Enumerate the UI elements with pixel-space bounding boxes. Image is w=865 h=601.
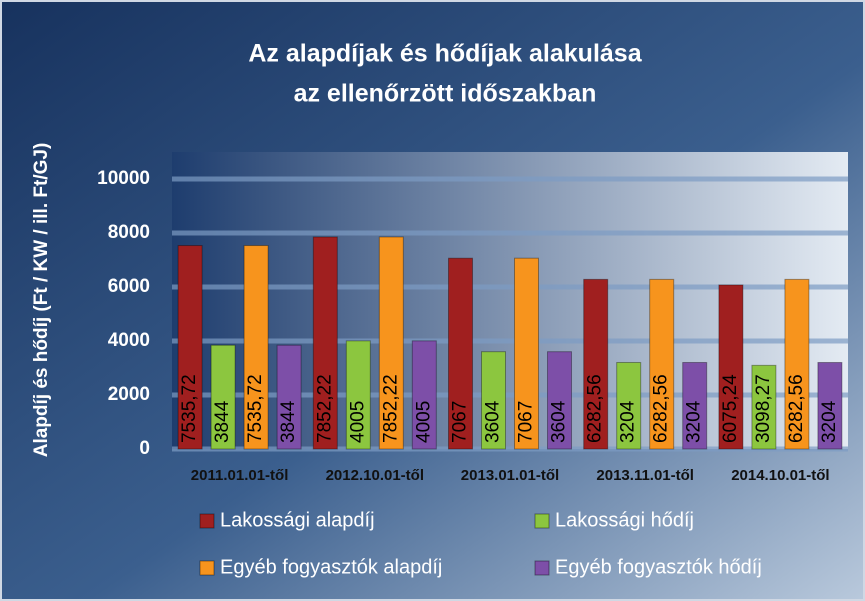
data-label: 4005 [413,401,434,443]
plot-area [172,152,848,449]
legend-marker [534,513,550,529]
legend-marker [199,560,215,576]
bar [514,257,539,450]
data-label: 3204 [618,400,639,443]
x-tick-label: 2013.11.01-től [596,467,694,484]
data-label: 6282,56 [651,374,672,443]
y-tick-label: 2000 [108,384,150,405]
bar [411,340,437,450]
data-label: 7067 [450,401,471,443]
y-tick-label: 10000 [97,168,150,189]
x-tick-label: 2013.01.01-től [461,467,559,484]
chart-title: Az alapdíjak és hődíjak alakulása [248,40,642,68]
data-label: 3204 [684,400,705,443]
data-label: 6282,56 [786,374,807,443]
bar [378,236,404,450]
bar [481,351,506,450]
data-label: 3604 [549,400,570,443]
y-tick-label: 6000 [108,276,150,297]
bar [784,278,810,450]
bar [751,364,777,450]
bar [210,344,236,450]
y-tick-label: 8000 [108,222,150,243]
bar [682,361,708,450]
bar [243,245,269,450]
bar [616,361,642,450]
bar [718,284,744,450]
x-tick-label: 2011.01.01-től [191,467,289,484]
data-label: 7067 [516,401,537,443]
legend-label: Lakossági hődíj [555,509,694,531]
data-label: 7852,22 [380,374,401,443]
bar [312,236,338,450]
y-axis-label: Alapdíj és hődíj (Ft / KW / ill. Ft/GJ) [31,143,52,458]
legend-marker [534,560,550,576]
data-label: 3604 [483,400,504,443]
data-label: 3844 [278,400,299,443]
data-label: 3098,27 [753,374,774,443]
data-label: 3844 [212,400,233,443]
data-label: 7535,72 [245,374,266,443]
bar [345,340,371,450]
legend-marker [199,513,215,529]
data-label: 3204 [819,400,840,443]
x-tick-label: 2012.10.01-től [326,467,424,484]
bar [177,245,203,450]
bar [276,344,302,450]
bar [583,278,609,450]
bar [547,351,572,450]
legend-label: Egyéb fogyasztók hődíj [555,556,762,578]
legend-label: Egyéb fogyasztók alapdíj [220,556,442,578]
data-label: 7535,72 [179,374,200,443]
chart-title: az ellenőrzött időszakban [294,80,597,108]
y-tick-label: 0 [139,438,150,459]
data-label: 6282,56 [585,374,606,443]
y-tick-label: 4000 [108,330,150,351]
x-tick-label: 2014.10.01-től [731,467,829,484]
data-label: 6075,24 [720,374,741,443]
bar [649,278,675,450]
bar [448,257,473,450]
legend-label: Lakossági alapdíj [220,509,375,531]
data-label: 4005 [347,401,368,443]
data-label: 7852,22 [314,374,335,443]
bar [817,361,843,450]
